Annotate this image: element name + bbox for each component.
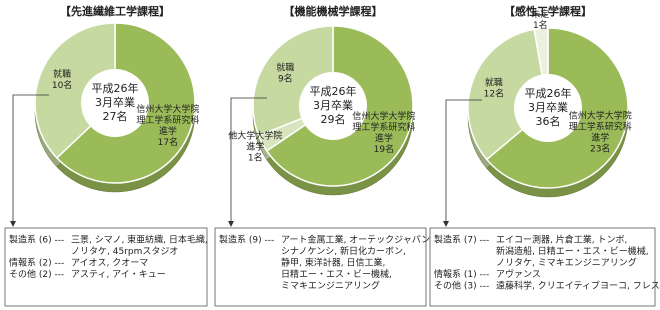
slice-label: 就職 (276, 62, 294, 74)
slice-label: 理工学系研究科 (136, 114, 199, 126)
slice (34, 22, 116, 159)
detail-category: 製造系 (7) --- (434, 234, 489, 246)
detail-item: 日精エー・エス・ビー機械, (281, 268, 392, 280)
center-label: 平成26年 (310, 84, 357, 98)
slice-label: 理工学系研究科 (352, 121, 415, 133)
detail-category: 情報系 (2) --- (9, 257, 64, 269)
detail-category: 製造系 (9) --- (219, 234, 274, 246)
center-label: 36名 (536, 114, 561, 128)
detail-item: 三景, シマノ, 東亜紡織, 日本毛織, (71, 234, 208, 246)
chart-title: 【先進繊維工学課程】 (60, 4, 170, 18)
center-label: 平成26年 (92, 81, 139, 95)
chart-title: 【感性工学課程】 (504, 4, 592, 18)
detail-category: その他 (2) --- (9, 268, 64, 280)
detail-item: 遠藤科学, クリエイティブヨーコ, フレスコ (496, 280, 660, 292)
center-label: 27名 (103, 109, 128, 123)
slice-label: 信州大学大学院 (569, 109, 632, 121)
value-label: 1名 (248, 152, 263, 164)
center-hole (514, 74, 582, 142)
slice-label: 信州大学大学院 (136, 103, 199, 115)
slice (467, 28, 549, 161)
detail-item: ミマキエンジニアリング (281, 280, 380, 292)
detail-category: 製造系 (6) --- (9, 234, 64, 246)
value-label: 19名 (374, 143, 394, 155)
center-label: 29名 (321, 112, 346, 126)
detail-item: 新潟造船, 日精エー・エス・ビー機械, (496, 245, 649, 257)
detail-item: アスティ, アイ・キュー (71, 269, 166, 280)
connector (12, 94, 49, 222)
detail-item: エイコー測器, 片倉工業, トンボ, (496, 234, 627, 246)
slice-label: 進学 (591, 131, 609, 143)
chart-title: 【機能機械学課程】 (284, 4, 383, 18)
slice-label: 就職 (485, 76, 503, 88)
detail-category: 情報系 (1) --- (434, 268, 489, 280)
connector-arrow (443, 221, 449, 227)
center-label: 3月卒業 (528, 100, 568, 114)
center-label: 3月卒業 (313, 98, 353, 112)
value-label: 12名 (484, 87, 504, 99)
detail-item: アート金属工業, オーテックジャパン, (281, 234, 433, 246)
detail-item: アイオス, クオーマ (71, 258, 148, 269)
detail-category: その他 (3) --- (434, 280, 489, 292)
value-label: 1名 (533, 19, 548, 31)
center-hole (299, 72, 367, 140)
detail-box (429, 227, 656, 307)
detail-item: 静甲, 東洋計器, 日信工業, (281, 257, 385, 269)
slice-label: 進学 (159, 125, 177, 137)
center-label: 平成26年 (525, 86, 572, 100)
connector (445, 99, 482, 222)
slice-label: 就職 (53, 68, 71, 80)
detail-item: シナノケンシ, 新日化カーボン, (281, 245, 406, 257)
connector-arrow (228, 221, 234, 227)
connector-arrow (10, 221, 16, 227)
slice-label: 他大学大学院 (228, 130, 282, 142)
detail-item: ノリタケ, ミマキエンジニアリング (496, 257, 637, 269)
slice-label: 未定 (531, 8, 549, 20)
center-label: 3月卒業 (95, 95, 135, 109)
connector (230, 97, 267, 222)
value-label: 10名 (52, 79, 72, 91)
detail-item: アヴァンス (496, 268, 541, 280)
detail-box (4, 227, 208, 307)
value-label: 9名 (278, 73, 293, 85)
value-label: 23名 (590, 142, 610, 154)
slice-label: 信州大学大学院 (352, 110, 415, 122)
slice-label: 理工学系研究科 (569, 120, 632, 132)
value-label: 17名 (158, 136, 178, 148)
detail-box (214, 227, 427, 307)
slice-label: 進学 (375, 132, 393, 144)
slice-label: 進学 (246, 141, 264, 153)
center-hole (81, 69, 149, 137)
detail-item: ノリタケ, 45rpmスタジオ (71, 246, 178, 257)
